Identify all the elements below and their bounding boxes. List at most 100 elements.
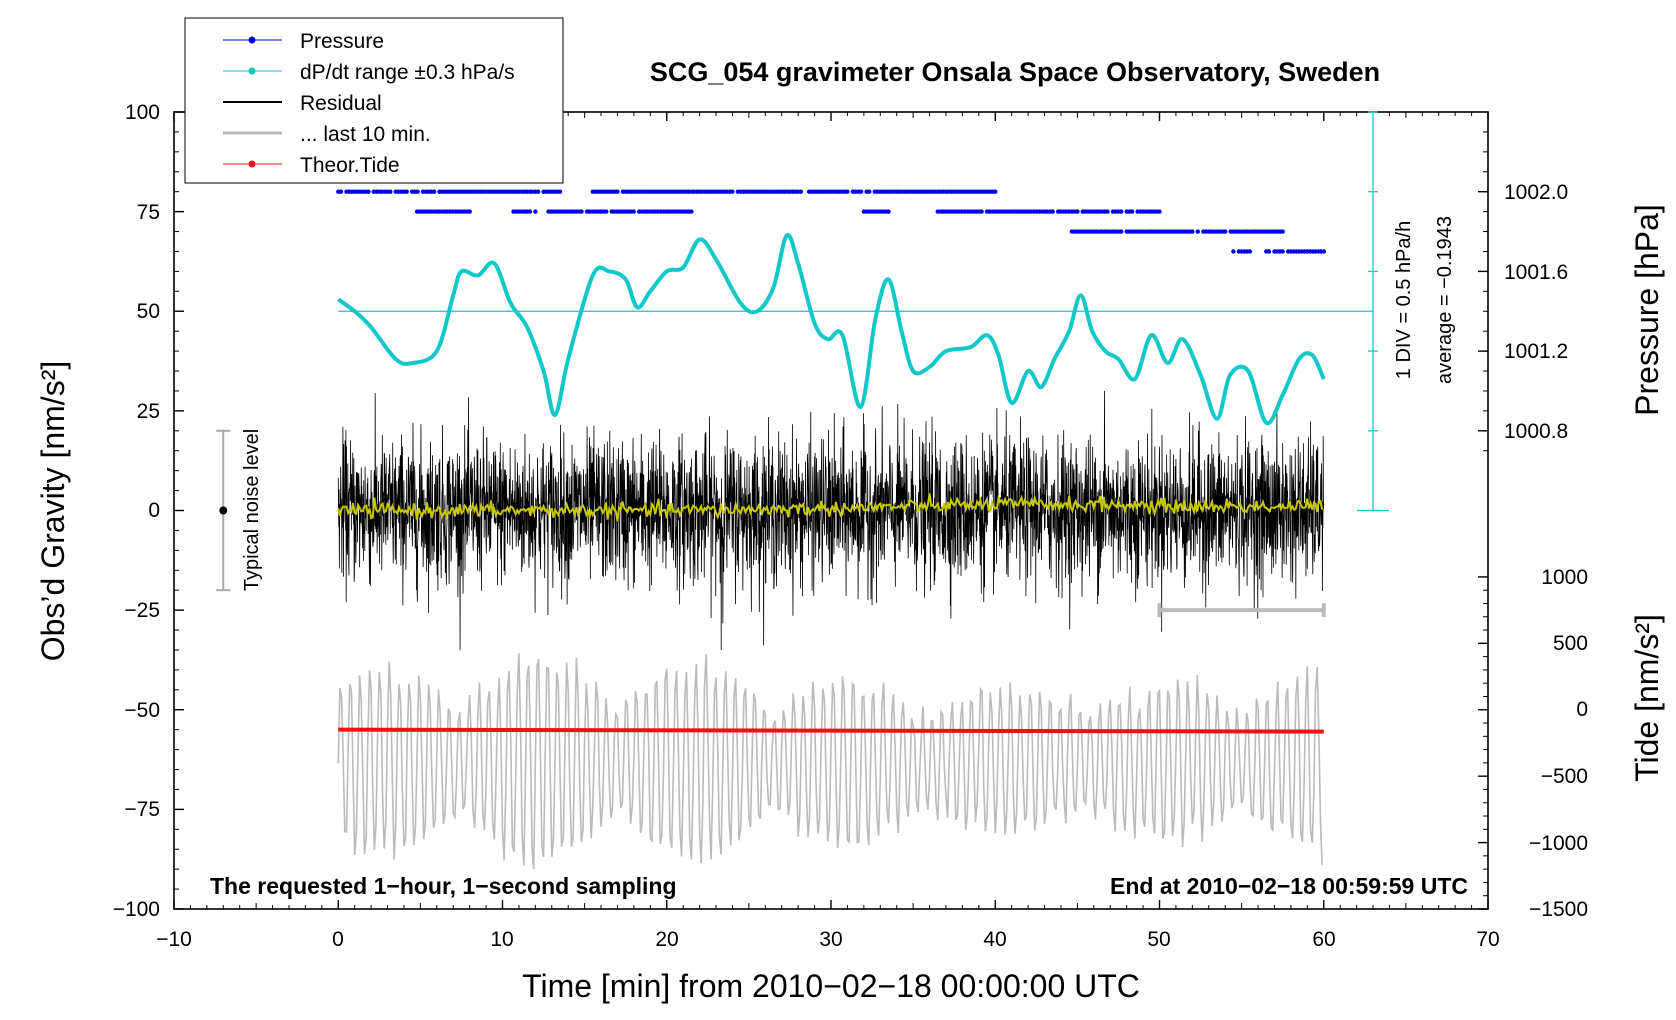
y-tick-label: 0 [148, 499, 160, 522]
tide-axis-title: Tide [nm/s²] [1629, 614, 1665, 782]
x-tick-label: 40 [983, 928, 1006, 951]
pressure-point [1129, 209, 1135, 214]
x-tick-label: 30 [819, 928, 842, 951]
legend-entry-dpdt: dP/dt range ±0.3 hPa/s [223, 61, 515, 84]
x-tick-label: 70 [1476, 928, 1499, 951]
x-tick-label: 10 [490, 928, 513, 951]
pressure-smoothed-series [337, 232, 1326, 426]
y-tick-label: −100 [113, 898, 160, 921]
pressure-point [689, 209, 694, 214]
pressure-point [535, 189, 541, 194]
legend-label-theor-tide: Theor.Tide [300, 154, 400, 177]
pressure-point [1157, 209, 1162, 214]
pressure-tick-label: 1000.8 [1504, 420, 1568, 443]
pressure-smoothed-line [337, 232, 1326, 426]
x-tick-label: −10 [156, 928, 192, 951]
tide-tick-label: −500 [1541, 765, 1588, 788]
last10-series [337, 653, 1323, 870]
pressure-point [415, 189, 420, 194]
pressure-point [845, 189, 850, 194]
x-tick-label: 50 [1147, 928, 1170, 951]
x-tick-labels: −10 0 10 20 30 40 50 60 70 [156, 928, 1499, 951]
legend-entry-pressure: Pressure [223, 30, 384, 53]
pressure-point [1050, 209, 1055, 214]
pressure-point [886, 209, 891, 214]
tide-tick-label: 0 [1576, 698, 1588, 721]
pressure-point [338, 189, 344, 194]
x-tick-label: 60 [1312, 928, 1335, 951]
pressure-point [467, 209, 472, 214]
pressure-point [1105, 209, 1110, 214]
legend-box [184, 17, 564, 184]
pressure-point [431, 189, 437, 194]
residual-series [337, 390, 1325, 651]
noise-bar-center [219, 506, 228, 515]
y-tick-label: 75 [137, 201, 160, 224]
pressure-axis-title: Pressure [hPa] [1629, 204, 1665, 416]
range-bars [216, 429, 1326, 618]
tide-tick-label: −1000 [1529, 832, 1588, 855]
residual-smoothed-series [337, 493, 1324, 522]
legend-label-pressure: Pressure [300, 30, 384, 53]
pressure-point [604, 209, 609, 214]
legend-label-residual: Residual [300, 92, 382, 115]
x-tick-label: 20 [655, 928, 678, 951]
pressure-point [1119, 209, 1124, 214]
pressure-dots-series [336, 189, 1327, 254]
chart-title: SCG_054 gravimeter Onsala Space Observat… [650, 57, 1380, 87]
y-tick-label: −25 [124, 599, 160, 622]
dpdt-scale-label-2: average = −0.1943 [1434, 216, 1456, 384]
pressure-point [867, 189, 872, 194]
residual-smoothed-line [337, 493, 1324, 522]
annotation-bottom-right: End at 2010−02−18 00:59:59 UTC [1110, 873, 1468, 899]
legend-marker-dpdt [248, 67, 256, 75]
pressure-point [1119, 229, 1124, 234]
annotation-bottom-left: The requested 1−hour, 1−second sampling [210, 873, 677, 899]
pressure-tick-label: 1001.2 [1504, 340, 1568, 363]
theor-tide-line [338, 727, 1324, 734]
y-tick-label: −75 [124, 798, 160, 821]
y-tick-label: −50 [124, 699, 160, 722]
y-axis-title: Obs’d Gravity [nm/s²] [35, 361, 71, 662]
pressure-point [533, 209, 538, 214]
pressure-point [631, 209, 636, 214]
pressure-point [1075, 209, 1080, 214]
pressure-point [1266, 249, 1272, 254]
tide-tick-labels: 1000 500 0 −500 −1000 −1500 [1529, 566, 1588, 921]
pressure-tick-labels: 1002.0 1001.6 1001.2 1000.8 [1504, 181, 1568, 443]
pressure-point [579, 209, 584, 214]
pressure-point [557, 189, 563, 194]
pressure-point [388, 189, 393, 194]
pressure-tick-label: 1001.6 [1504, 261, 1568, 284]
pressure-point [366, 189, 371, 194]
pressure-point [1321, 249, 1327, 254]
x-tick-label: 0 [332, 928, 344, 951]
pressure-point [730, 189, 735, 194]
theor-tide-series [338, 727, 1324, 734]
pressure-point [993, 189, 998, 194]
pressure-point [1247, 249, 1253, 254]
tide-tick-label: −1500 [1529, 898, 1588, 921]
y-tick-label: 50 [137, 300, 160, 323]
legend-label-dpdt: dP/dt range ±0.3 hPa/s [300, 61, 515, 84]
legend-marker-theor-tide [248, 160, 256, 168]
legend-marker-pressure [248, 36, 256, 44]
pressure-point [979, 209, 984, 214]
tide-tick-label: 1000 [1541, 566, 1588, 589]
dpdt-scale-bar [1357, 111, 1390, 512]
pressure-point [858, 189, 864, 194]
tide-tick-label: 500 [1553, 632, 1588, 655]
pressure-point [1190, 229, 1195, 234]
pressure-point [1280, 249, 1285, 254]
y-tick-label: 100 [125, 101, 160, 124]
legend-entry-theor-tide: Theor.Tide [223, 154, 400, 177]
noise-bar-label: Typical noise level [241, 429, 263, 591]
legend: Pressure dP/dt range ±0.3 hPa/s Residual… [184, 17, 564, 184]
legend-entry-last10: ... last 10 min. [223, 123, 431, 146]
pressure-point [798, 189, 804, 194]
x-axis-title: Time [min] from 2010−02−18 00:00:00 UTC [522, 968, 1140, 1004]
pressure-point [615, 189, 620, 194]
pressure-point [1223, 229, 1228, 234]
y-tick-labels: 100 75 50 25 0 −25 −50 −75 −100 [113, 101, 160, 921]
